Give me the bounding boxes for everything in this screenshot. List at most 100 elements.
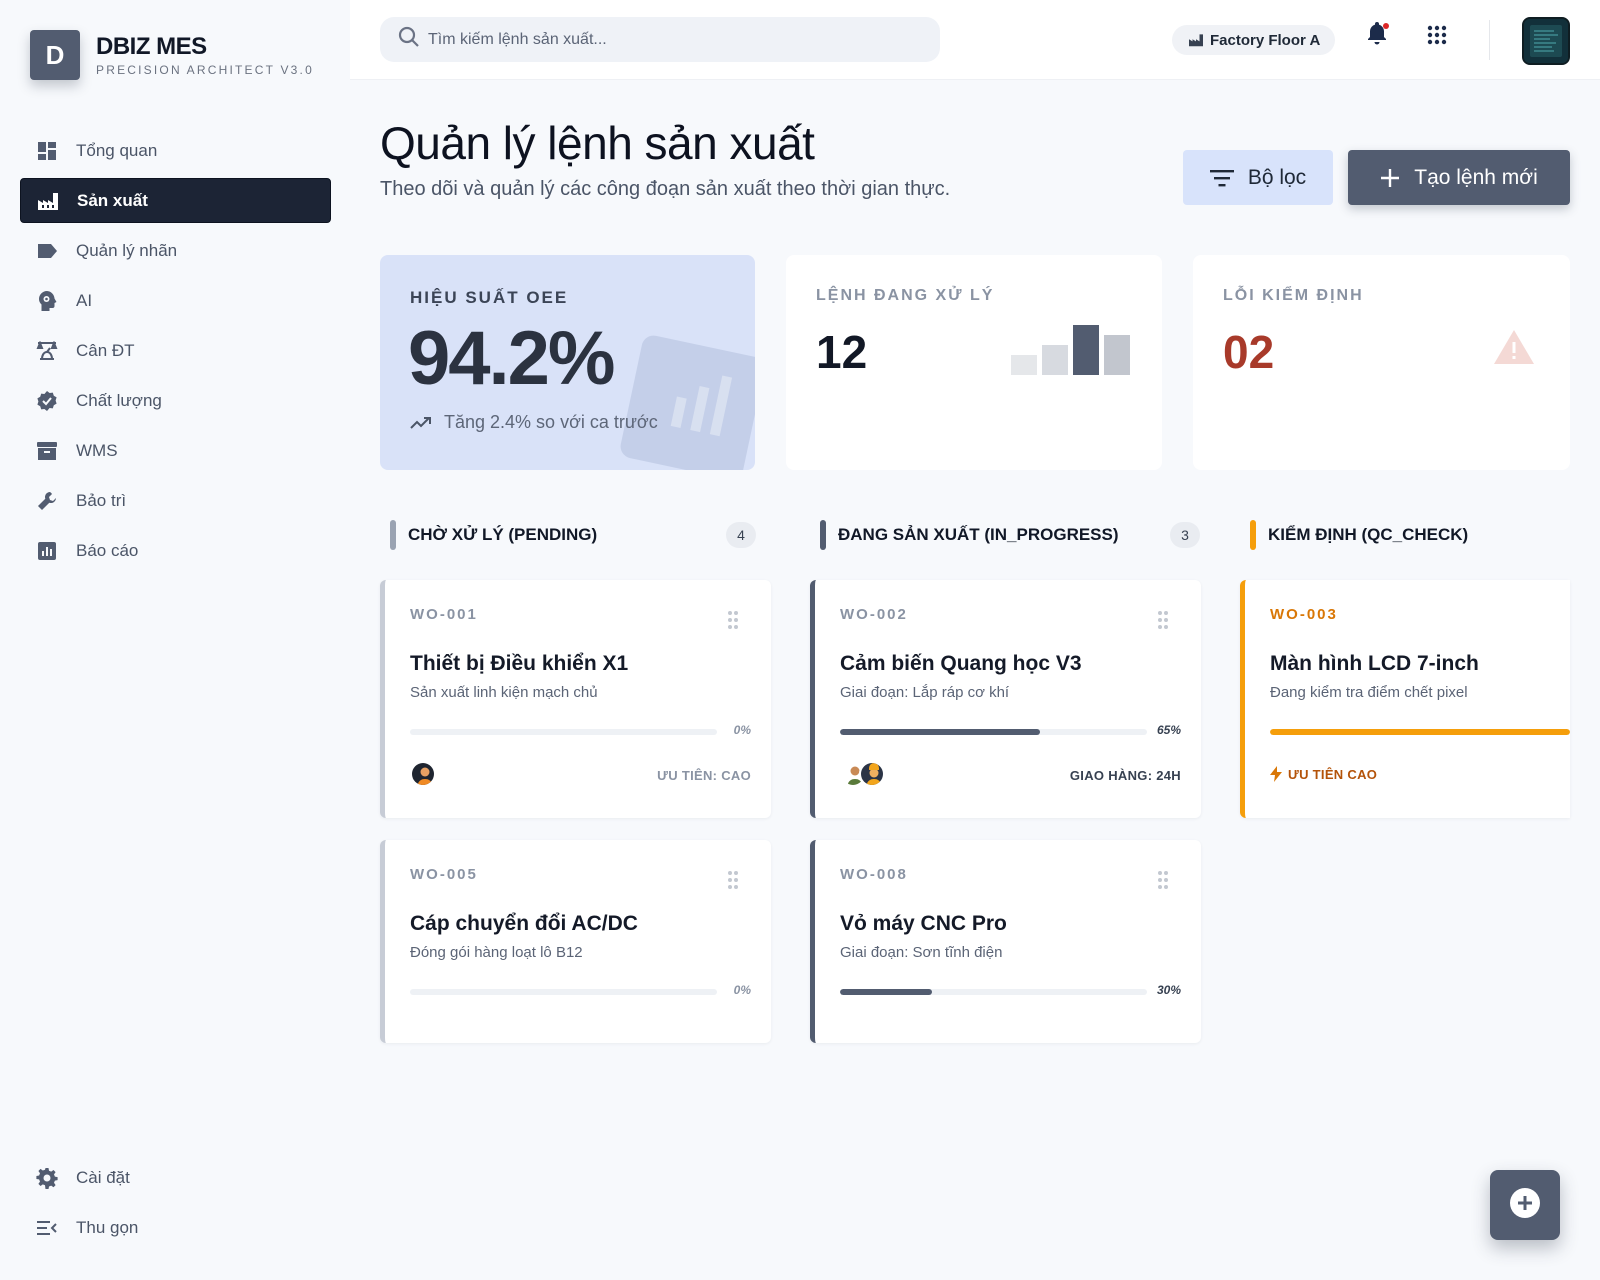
column-title: ĐANG SẢN XUẤT (IN_PROGRESS): [838, 525, 1119, 544]
sidebar-nav: Tổng quan Sản xuất Quản lý nhãn AI Cân Đ…: [20, 128, 331, 578]
sidebar-item-collapse[interactable]: Thu gọn: [20, 1205, 331, 1250]
progress-fill: [1270, 729, 1570, 735]
trending-up-icon: [410, 416, 432, 430]
sidebar-item-label: Thu gọn: [76, 1217, 139, 1237]
progress-percent: 65%: [1156, 723, 1181, 737]
sidebar-item-production[interactable]: Sản xuất: [20, 178, 331, 223]
gear-icon: [36, 1167, 58, 1189]
sidebar-item-quality[interactable]: Chất lượng: [20, 378, 331, 423]
search-input[interactable]: [428, 30, 928, 49]
column-color-bar: [820, 520, 826, 550]
top-bar: Factory Floor A: [350, 0, 1600, 80]
progress-bar: [840, 729, 1147, 735]
work-order-card[interactable]: WO-003 Màn hình LCD 7-inch Đang kiểm tra…: [1240, 580, 1570, 818]
brand-logo: D: [30, 30, 80, 80]
factory-icon: [1188, 33, 1204, 47]
factory-selector[interactable]: Factory Floor A: [1172, 25, 1336, 55]
delivery-tag: GIAO HÀNG: 24H: [1069, 768, 1181, 783]
scale-icon: [36, 340, 58, 362]
progress-percent: 0%: [733, 723, 751, 737]
create-label: Tạo lệnh mới: [1414, 165, 1538, 189]
order-code: WO-005: [410, 866, 478, 883]
divider: [1489, 20, 1490, 60]
sidebar-item-label: Tổng quan: [76, 140, 158, 160]
sidebar-item-settings[interactable]: Cài đặt: [20, 1155, 331, 1200]
filter-button[interactable]: Bộ lọc: [1183, 150, 1333, 205]
column-color-bar: [1250, 520, 1256, 550]
bell-icon: [1366, 20, 1388, 51]
progress-bar: [1270, 729, 1570, 735]
progress-bar: [410, 989, 717, 995]
sidebar-item-label: Bảo trì: [76, 490, 127, 510]
create-order-button[interactable]: Tạo lệnh mới: [1348, 150, 1570, 205]
column-color-bar: [390, 520, 396, 550]
order-description: Đóng gói hàng loạt lô B12: [410, 944, 583, 961]
oee-card: HIỆU SUẤT OEE 94.2% Tăng 2.4% so với ca …: [380, 255, 755, 470]
sidebar-item-wms[interactable]: WMS: [20, 428, 331, 473]
sidebar-item-label: Cân ĐT: [76, 340, 135, 360]
order-name: Cảm biến Quang học V3: [840, 652, 1082, 675]
order-name: Thiết bị Điều khiển X1: [410, 652, 629, 675]
progress-percent: 0%: [733, 983, 751, 997]
sidebar-item-label: AI: [76, 290, 93, 310]
progress-bar: [840, 989, 1147, 995]
column-count-badge: 4: [726, 522, 756, 548]
page-subtitle: Theo dõi và quản lý các công đoạn sản xu…: [380, 178, 951, 200]
order-name: Cáp chuyển đổi AC/DC: [410, 912, 638, 935]
priority-tag: ƯU TIÊN: CAO: [657, 768, 751, 783]
column-header-pending: CHỜ XỬ LÝ (PENDING): [390, 520, 597, 550]
mini-bar-chart-icon: [1011, 325, 1130, 375]
add-circle-icon: [1509, 1187, 1541, 1224]
brand-name: DBIZ MES: [96, 33, 207, 60]
bolt-icon: [1270, 766, 1282, 782]
sidebar: D DBIZ MES PRECISION ARCHITECT V3.0 Tổng…: [0, 0, 350, 1280]
defects-label: LỖI KIỂM ĐỊNH: [1223, 287, 1364, 304]
apps-grid-icon: [1427, 25, 1447, 50]
floating-add-button[interactable]: [1490, 1170, 1560, 1240]
order-description: Giai đoạn: Lắp ráp cơ khí: [840, 684, 1010, 701]
work-order-card[interactable]: WO-001 Thiết bị Điều khiển X1 Sản xuất l…: [380, 580, 771, 818]
apps-button[interactable]: [1422, 22, 1452, 52]
work-order-card[interactable]: WO-002 Cảm biến Quang học V3 Giai đoạn: …: [810, 580, 1201, 818]
column-title: CHỜ XỬ LÝ (PENDING): [408, 525, 598, 544]
oee-value: 94.2%: [408, 316, 615, 401]
search-bar[interactable]: [380, 17, 940, 62]
drag-handle-icon[interactable]: [727, 610, 739, 630]
sidebar-item-label: Sản xuất: [77, 190, 148, 210]
avatar: [859, 761, 885, 787]
progress-fill: [840, 989, 933, 995]
work-order-card[interactable]: WO-008 Vỏ máy CNC Pro Giai đoạn: Sơn tĩn…: [810, 840, 1201, 1043]
notification-dot: [1383, 23, 1389, 29]
report-icon: [36, 540, 58, 562]
sidebar-item-maintenance[interactable]: Bảo trì: [20, 478, 331, 523]
sidebar-item-ai[interactable]: AI: [20, 278, 331, 323]
order-description: Giai đoạn: Sơn tĩnh điện: [840, 944, 1003, 961]
order-description: Đang kiểm tra điểm chết pixel: [1270, 684, 1468, 701]
plus-icon: [1380, 168, 1400, 188]
sidebar-item-label: Cài đặt: [76, 1167, 130, 1187]
sidebar-item-labels[interactable]: Quản lý nhãn: [20, 228, 331, 273]
user-avatar[interactable]: [1522, 17, 1570, 65]
drag-handle-icon[interactable]: [1157, 610, 1169, 630]
column-header-in-progress: ĐANG SẢN XUẤT (IN_PROGRESS): [820, 520, 1119, 550]
drag-handle-icon[interactable]: [727, 870, 739, 890]
order-code: WO-001: [410, 606, 478, 623]
inventory-icon: [36, 440, 58, 462]
order-code: WO-002: [840, 606, 908, 623]
oee-label: HIỆU SUẤT OEE: [410, 288, 569, 307]
label-icon: [36, 240, 58, 262]
drag-handle-icon[interactable]: [1157, 870, 1169, 890]
sidebar-bottom: Cài đặt Thu gọn: [20, 1155, 331, 1255]
sidebar-item-reports[interactable]: Báo cáo: [20, 528, 331, 573]
assignee-avatars: [840, 761, 885, 787]
work-order-card[interactable]: WO-005 Cáp chuyển đổi AC/DC Đóng gói hàn…: [380, 840, 771, 1043]
oee-trend: Tăng 2.4% so với ca trước: [410, 412, 658, 433]
sidebar-item-label: Quản lý nhãn: [76, 240, 178, 260]
column-title: KIỂM ĐỊNH (QC_CHECK): [1268, 525, 1469, 544]
assignee-avatars: [410, 761, 436, 787]
page-title: Quản lý lệnh sản xuất: [380, 117, 815, 169]
sidebar-item-overview[interactable]: Tổng quan: [20, 128, 331, 173]
filter-icon: [1209, 169, 1234, 187]
sidebar-item-scale[interactable]: Cân ĐT: [20, 328, 331, 373]
notifications-button[interactable]: [1362, 20, 1392, 50]
